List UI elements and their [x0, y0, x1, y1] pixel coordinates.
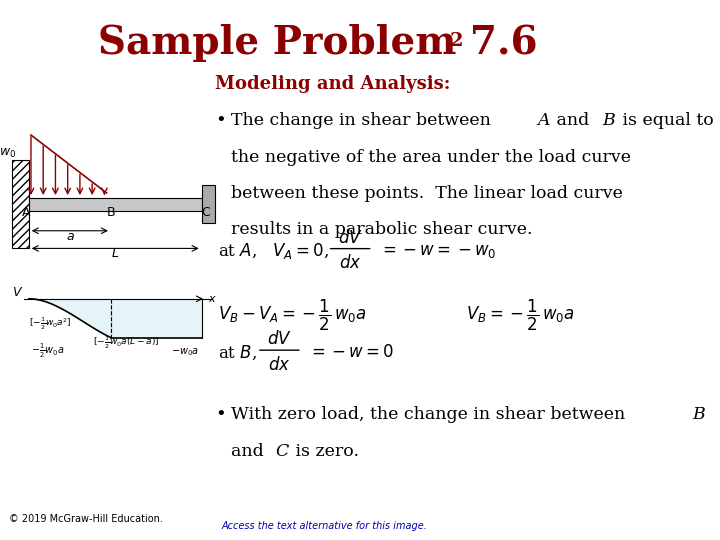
Text: is equal to: is equal to — [616, 112, 714, 130]
Text: A: A — [537, 112, 549, 130]
Text: $V_B = -\dfrac{1}{2}\,w_0 a$: $V_B = -\dfrac{1}{2}\,w_0 a$ — [466, 298, 575, 333]
Bar — [12, 160, 29, 248]
Text: •: • — [215, 406, 226, 424]
Text: V: V — [12, 286, 20, 299]
Text: at $A$,   $V_A = 0$,: at $A$, $V_A = 0$, — [218, 241, 329, 261]
Text: B: B — [107, 206, 115, 219]
Text: $[-\frac{1}{2}w_0 a^2]$: $[-\frac{1}{2}w_0 a^2]$ — [29, 315, 72, 332]
Text: Modeling and Analysis:: Modeling and Analysis: — [215, 75, 451, 93]
Text: is zero.: is zero. — [290, 443, 359, 460]
Text: C: C — [202, 206, 210, 219]
Bar — [29, 198, 202, 211]
Text: $V_B - V_A = -\dfrac{1}{2}\,w_0 a$: $V_B - V_A = -\dfrac{1}{2}\,w_0 a$ — [218, 298, 367, 333]
Text: The change in shear between: The change in shear between — [231, 112, 497, 130]
Text: a: a — [66, 230, 73, 242]
Text: $-\frac{1}{2}w_0 a$: $-\frac{1}{2}w_0 a$ — [31, 342, 65, 360]
Text: and: and — [552, 112, 595, 130]
Text: Sample Problem 7.6: Sample Problem 7.6 — [98, 24, 551, 62]
Text: at $B$,: at $B$, — [218, 343, 257, 362]
Bar — [202, 185, 215, 223]
Text: $dV$: $dV$ — [338, 229, 363, 247]
Text: A: A — [22, 206, 31, 219]
Text: $[-\frac{1}{2}w_0 a(L-a)]$: $[-\frac{1}{2}w_0 a(L-a)]$ — [93, 335, 159, 351]
Text: $dV$: $dV$ — [267, 330, 292, 348]
Text: B: B — [692, 406, 705, 423]
Text: $= -w = -w_0$: $= -w = -w_0$ — [379, 243, 497, 260]
Text: $dx$: $dx$ — [339, 254, 361, 272]
Text: results in a parabolic shear curve.: results in a parabolic shear curve. — [231, 221, 533, 238]
Text: © 2019 McGraw-Hill Education.: © 2019 McGraw-Hill Education. — [9, 514, 163, 524]
Text: 2: 2 — [450, 32, 464, 50]
Text: and: and — [231, 443, 269, 460]
Text: L: L — [112, 247, 119, 260]
Text: With zero load, the change in shear between: With zero load, the change in shear betw… — [231, 406, 631, 423]
Text: the negative of the area under the load curve: the negative of the area under the load … — [231, 148, 631, 166]
Text: between these points.  The linear load curve: between these points. The linear load cu… — [231, 185, 623, 202]
Text: x: x — [208, 294, 215, 304]
Text: $w_0$: $w_0$ — [0, 147, 16, 160]
Text: C: C — [275, 443, 289, 460]
Text: $-w_0 a$: $-w_0 a$ — [171, 346, 199, 358]
Text: •: • — [215, 112, 226, 130]
Text: $= -w = 0$: $= -w = 0$ — [308, 345, 395, 361]
Text: Access the text alternative for this image.: Access the text alternative for this ima… — [222, 521, 428, 531]
Text: B: B — [602, 112, 615, 130]
Text: $dx$: $dx$ — [268, 356, 291, 374]
